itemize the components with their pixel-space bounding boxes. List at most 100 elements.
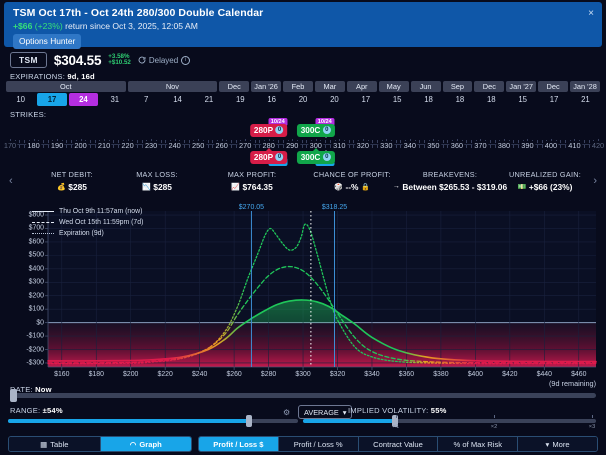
expiration-month-dec[interactable]: Dec bbox=[474, 81, 505, 92]
expiration-months: Oct Nov Dec Jan '26 Feb Mar Apr May Jun Sep Dec Jan… bbox=[6, 81, 600, 92]
chart-series-2 bbox=[47, 223, 597, 365]
expiration-month-sep[interactable]: Sep bbox=[442, 81, 473, 92]
y-axis-label: -$200 bbox=[26, 346, 44, 354]
range-slider-handle[interactable] bbox=[246, 415, 252, 427]
expiration-day-4[interactable]: 7 bbox=[144, 95, 149, 104]
expiration-day-17[interactable]: 17 bbox=[549, 95, 559, 104]
strike-tick-label: 420 bbox=[590, 140, 606, 150]
strike-badge-300c[interactable]: 300C 0 bbox=[296, 124, 335, 137]
expiration-day-2[interactable]: 24 bbox=[68, 93, 99, 106]
strike-badge-label: 300C bbox=[300, 152, 321, 162]
expiration-day-16[interactable]: 15 bbox=[518, 95, 528, 104]
tab--of-max-risk[interactable]: % of Max Risk bbox=[438, 437, 518, 451]
strike-tick-lower bbox=[447, 145, 449, 148]
tab-table[interactable]: ▦ Table bbox=[9, 437, 100, 451]
graph-icon: ◠ bbox=[129, 439, 137, 449]
date-slider-handle[interactable] bbox=[10, 389, 17, 402]
expiration-day-12[interactable]: 15 bbox=[392, 95, 402, 104]
profit-loss-chart[interactable]: Thu Oct 9th 11:57am (now) Wed Oct 15th 11… bbox=[0, 203, 606, 378]
stat-value-text: $285 bbox=[153, 182, 172, 192]
tab-more[interactable]: ▾ More bbox=[518, 437, 597, 451]
expiration-month-jan27[interactable]: Jan '27 bbox=[506, 81, 537, 92]
strike-tick-lower bbox=[71, 145, 73, 148]
expiration-month-may[interactable]: May bbox=[378, 81, 409, 92]
options-hunter-tag[interactable]: Options Hunter bbox=[13, 34, 82, 49]
iv-slider-handle[interactable] bbox=[392, 415, 398, 427]
iv-label-text: IMPLIED VOLATILITY: bbox=[348, 406, 429, 415]
tab-profit-loss[interactable]: Profit / Loss $ bbox=[199, 437, 278, 451]
expiration-day-8[interactable]: 16 bbox=[267, 95, 277, 104]
expiration-month-mar[interactable]: Mar bbox=[314, 81, 345, 92]
expiration-month-feb[interactable]: Feb bbox=[283, 81, 313, 92]
chart-series-0 bbox=[47, 299, 597, 363]
expiration-month-oct[interactable]: Oct bbox=[6, 81, 126, 92]
expiration-month-jun[interactable]: Jun bbox=[410, 81, 441, 92]
tab-profit-loss[interactable]: Profit / Loss % bbox=[278, 437, 358, 451]
strike-tick-lower bbox=[560, 145, 562, 148]
range-slider-track[interactable] bbox=[8, 419, 298, 423]
strike-tick-lower bbox=[24, 145, 26, 148]
expiration-day-14[interactable]: 18 bbox=[455, 95, 465, 104]
stat-key: UNREALIZED GAIN: bbox=[508, 170, 582, 179]
info-icon[interactable]: i bbox=[181, 55, 191, 65]
date-slider-track[interactable] bbox=[12, 393, 596, 398]
stat-max-loss: MAX LOSS: 📉 $285 bbox=[136, 170, 178, 192]
expiration-month-jan26[interactable]: Jan '26 bbox=[251, 81, 282, 92]
strike-badge-300c[interactable]: 300C 0 bbox=[296, 151, 335, 164]
strike-axis[interactable]: 170 180 190 200 210 220 230 240 250 260 270 280 290 3… bbox=[2, 134, 606, 154]
expiration-day-11[interactable]: 17 bbox=[361, 95, 371, 104]
strike-tick bbox=[66, 140, 68, 143]
expiration-month-dec[interactable]: Dec bbox=[219, 81, 250, 92]
stat-net-debit: NET DEBIT: 💰 $285 bbox=[51, 170, 93, 192]
x-axis-label: $380 bbox=[433, 371, 449, 378]
stats-next-arrow[interactable]: › bbox=[593, 175, 597, 187]
strike-tick-label: 370 bbox=[472, 140, 489, 150]
expiration-day-7[interactable]: 19 bbox=[235, 95, 245, 104]
date-value: Now bbox=[35, 385, 52, 394]
stat-max-profit: MAX PROFIT: 📈 $764.35 bbox=[228, 170, 277, 192]
refresh-icon[interactable] bbox=[138, 56, 146, 64]
stat-value: 📉 $285 bbox=[136, 182, 178, 192]
tab-graph[interactable]: ◠ Graph bbox=[100, 437, 191, 451]
strike-tick bbox=[470, 140, 472, 143]
strike-badge-280p[interactable]: 280P 0 bbox=[249, 124, 288, 137]
expiration-month-jan28[interactable]: Jan '28 bbox=[570, 81, 600, 92]
iv-mode-select[interactable]: AVERAGE ▾ bbox=[298, 405, 353, 419]
expiration-day-0[interactable]: 10 bbox=[16, 95, 26, 104]
expiration-day-1[interactable]: 17 bbox=[37, 93, 67, 106]
x-axis-label: $360 bbox=[398, 371, 415, 378]
banner-title: TSM Oct 17th - Oct 24th 280/300 Double C… bbox=[13, 7, 264, 19]
iv-slider-track[interactable] bbox=[303, 419, 596, 423]
stat-key: MAX LOSS: bbox=[136, 170, 178, 179]
strike-badge-count: 0 bbox=[275, 126, 284, 134]
strike-tick-lower bbox=[113, 145, 115, 148]
tab-contract-value[interactable]: Contract Value bbox=[358, 437, 438, 451]
expiration-day-3[interactable]: 31 bbox=[110, 95, 120, 104]
strike-axis-line bbox=[10, 144, 598, 145]
legend-item-0: Thu Oct 9th 11:57am (now) bbox=[32, 206, 143, 217]
iv-tick-label: ×2 bbox=[490, 424, 498, 430]
expiration-month-nov[interactable]: Nov bbox=[127, 81, 218, 92]
expiration-month-dec[interactable]: Dec bbox=[538, 81, 569, 92]
x-axis-label: $420 bbox=[502, 371, 518, 378]
stats-prev-arrow[interactable]: ‹ bbox=[9, 175, 13, 187]
strike-badge-280p[interactable]: 280P 0 bbox=[249, 151, 288, 164]
strike-tick bbox=[42, 140, 44, 143]
strike-tick-label: 230 bbox=[143, 140, 159, 150]
expiration-day-5[interactable]: 14 bbox=[173, 95, 182, 104]
expiration-day-15[interactable]: 18 bbox=[486, 95, 496, 104]
gear-icon[interactable]: ⚙ bbox=[283, 408, 291, 417]
ticker-symbol[interactable]: TSM bbox=[10, 52, 47, 68]
expiration-day-13[interactable]: 18 bbox=[424, 95, 433, 104]
expiration-day-9[interactable]: 20 bbox=[298, 95, 308, 104]
expiration-day-6[interactable]: 21 bbox=[204, 95, 214, 104]
expiration-day-18[interactable]: 21 bbox=[581, 95, 590, 104]
strike-tick-label: 170 bbox=[2, 140, 18, 150]
expiration-month-apr[interactable]: Apr bbox=[346, 81, 377, 92]
expirations-label: EXPIRATIONS: 9d, 16d bbox=[10, 72, 95, 81]
close-icon[interactable]: × bbox=[588, 8, 594, 19]
date-slider-row: DATE: Now (9d remaining) bbox=[10, 379, 596, 394]
expiration-day-10[interactable]: 20 bbox=[330, 95, 339, 104]
strike-tick-lower bbox=[165, 145, 167, 148]
